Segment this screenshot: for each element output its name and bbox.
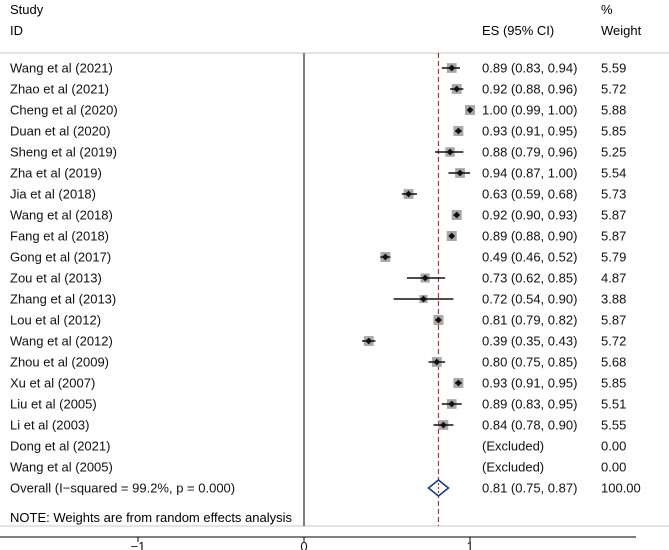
- study-ci: 0.89 (0.83, 0.95): [482, 397, 577, 412]
- study-name: Zou et al (2013): [10, 271, 102, 286]
- study-name: Xu et al (2007): [10, 376, 95, 391]
- study-ci: 0.94 (0.87, 1.00): [482, 166, 577, 181]
- study-name: Wang et al (2012): [10, 334, 113, 349]
- study-name: Wang et al (2021): [10, 61, 113, 76]
- study-ci: 0.49 (0.46, 0.52): [482, 250, 577, 265]
- study-name: Li et al (2003): [10, 418, 90, 433]
- study-weight: 5.88: [601, 103, 626, 118]
- x-tick-label: −1: [131, 539, 146, 550]
- study-rows: Wang et al (2021) 0.89 (0.83, 0.94) 5.59 Zh…: [10, 61, 641, 496]
- es-header: ES (95% CI): [482, 23, 554, 38]
- overall-label: Overall (I−squared = 99.2%, p = 0.000): [10, 481, 235, 496]
- study-weight: 0.00: [601, 439, 626, 454]
- point-estimate: [420, 295, 427, 303]
- study-name: Sheng et al (2019): [10, 145, 117, 160]
- study-name: Zhang et al (2013): [10, 292, 116, 307]
- study-weight: 5.51: [601, 397, 626, 412]
- point-estimate: [454, 127, 462, 135]
- study-name: Jia et al (2018): [10, 187, 96, 202]
- point-estimate: [448, 400, 456, 408]
- study-ci: (Excluded): [482, 439, 544, 454]
- study-weight: 5.87: [601, 208, 626, 223]
- point-estimate: [365, 337, 373, 345]
- study-ci: 0.93 (0.91, 0.95): [482, 376, 577, 391]
- study-weight: 5.73: [601, 187, 626, 202]
- study-name: Cheng et al (2020): [10, 103, 118, 118]
- study-ci: 0.89 (0.88, 0.90): [482, 229, 577, 244]
- study-ci: 0.84 (0.78, 0.90): [482, 418, 577, 433]
- study-ci: 0.72 (0.54, 0.90): [482, 292, 577, 307]
- study-header-line2: ID: [10, 23, 23, 38]
- study-name: Zha et al (2019): [10, 166, 102, 181]
- study-name: Lou et al (2012): [10, 313, 101, 328]
- study-name: Fang et al (2018): [10, 229, 109, 244]
- point-estimate: [466, 106, 474, 114]
- study-weight: 5.59: [601, 61, 626, 76]
- header: Study ID ES (95% CI) % Weight: [10, 2, 642, 38]
- study-weight: 5.72: [601, 334, 626, 349]
- weight-header-line1: %: [601, 2, 613, 17]
- study-name: Liu et al (2005): [10, 397, 97, 412]
- point-estimate: [440, 421, 447, 429]
- point-estimate: [454, 379, 462, 387]
- study-name: Wang et al (2018): [10, 208, 113, 223]
- study-weight: 5.25: [601, 145, 626, 160]
- study-weight: 4.87: [601, 271, 626, 286]
- plot-marks: [303, 53, 475, 526]
- point-estimate: [421, 274, 429, 282]
- study-weight: 3.88: [601, 292, 626, 307]
- study-weight: 5.87: [601, 313, 626, 328]
- study-weight: 5.68: [601, 355, 626, 370]
- study-ci: 0.80 (0.75, 0.85): [482, 355, 577, 370]
- point-estimate: [448, 64, 456, 72]
- study-weight: 0.00: [601, 460, 626, 475]
- study-ci: 0.63 (0.59, 0.68): [482, 187, 577, 202]
- point-estimate: [433, 358, 441, 366]
- study-name: Gong et al (2017): [10, 250, 111, 265]
- point-estimate: [456, 169, 464, 177]
- study-name: Dong et al (2021): [10, 439, 110, 454]
- point-estimate: [453, 211, 461, 219]
- x-axis: −1 0 1: [0, 536, 636, 550]
- study-ci: 0.81 (0.79, 0.82): [482, 313, 577, 328]
- point-estimate: [405, 190, 412, 198]
- study-weight: 5.87: [601, 229, 626, 244]
- study-name: Duan et al (2020): [10, 124, 110, 139]
- study-ci: 1.00 (0.99, 1.00): [482, 103, 577, 118]
- study-weight: 5.79: [601, 250, 626, 265]
- point-estimate: [453, 85, 461, 93]
- study-weight: 5.54: [601, 166, 626, 181]
- x-tick-label: 0: [300, 539, 307, 550]
- study-ci: 0.93 (0.91, 0.95): [482, 124, 577, 139]
- study-weight: 5.85: [601, 376, 626, 391]
- point-estimate: [381, 253, 389, 261]
- weight-header-line2: Weight: [601, 23, 642, 38]
- point-estimate: [435, 316, 442, 324]
- study-ci: 0.92 (0.88, 0.96): [482, 82, 577, 97]
- study-name: Zhao et al (2021): [10, 82, 109, 97]
- study-ci: 0.39 (0.35, 0.43): [482, 334, 577, 349]
- study-ci: 0.73 (0.62, 0.85): [482, 271, 577, 286]
- study-ci: 0.88 (0.79, 0.96): [482, 145, 577, 160]
- overall-weight: 100.00: [601, 481, 641, 496]
- study-header-line1: Study: [10, 2, 44, 17]
- study-name: Wang et al (2005): [10, 460, 113, 475]
- study-weight: 5.72: [601, 82, 626, 97]
- weights-note: NOTE: Weights are from random effects an…: [10, 510, 293, 525]
- point-estimate: [448, 232, 456, 240]
- study-weight: 5.85: [601, 124, 626, 139]
- point-estimate: [446, 148, 454, 156]
- x-tick-label: 1: [466, 539, 473, 550]
- study-name: Zhou et al (2009): [10, 355, 109, 370]
- study-ci: (Excluded): [482, 460, 544, 475]
- study-ci: 0.89 (0.83, 0.94): [482, 61, 577, 76]
- study-weight: 5.55: [601, 418, 626, 433]
- study-ci: 0.92 (0.90, 0.93): [482, 208, 577, 223]
- overall-ci: 0.81 (0.75, 0.87): [482, 481, 577, 496]
